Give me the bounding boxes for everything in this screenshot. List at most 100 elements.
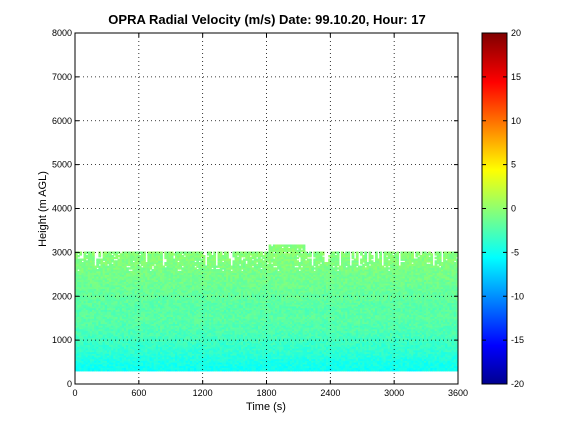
- heatmap-cell: [119, 323, 123, 326]
- heatmap-cell: [89, 263, 93, 267]
- heatmap-cell: [168, 365, 172, 368]
- heatmap-cell: [130, 274, 134, 277]
- heatmap-cell: [119, 265, 123, 268]
- heatmap-cell: [160, 277, 163, 281]
- heatmap-cell: [160, 260, 163, 263]
- heatmap-cell: [196, 258, 200, 261]
- heatmap-cell: [106, 276, 110, 279]
- heatmap-cell: [194, 255, 197, 258]
- heatmap-cell: [102, 270, 106, 274]
- heatmap-cell: [85, 369, 89, 372]
- heatmap-cell: [194, 281, 197, 284]
- heatmap-cell: [168, 298, 172, 302]
- heatmap-cell: [155, 326, 159, 330]
- heatmap-cell: [132, 270, 136, 274]
- heatmap-cell: [177, 351, 180, 354]
- heatmap-cell: [143, 362, 146, 365]
- heatmap-cell: [89, 346, 93, 349]
- heatmap-cell: [151, 318, 155, 321]
- heatmap-cell: [117, 348, 121, 351]
- heatmap-cell: [162, 337, 165, 340]
- heatmap-cell: [134, 333, 138, 337]
- heatmap-cell: [100, 262, 104, 265]
- heatmap-cell: [140, 330, 144, 333]
- heatmap-cell: [85, 325, 89, 328]
- heatmap-cell: [164, 283, 168, 286]
- heatmap-cell: [189, 288, 193, 291]
- heatmap-cell: [92, 360, 95, 363]
- heatmap-cell: [104, 341, 108, 344]
- heatmap-cell: [183, 284, 187, 288]
- heatmap-cell: [153, 319, 157, 323]
- heatmap-cell: [128, 305, 131, 309]
- heatmap-cell: [119, 311, 123, 314]
- heatmap-cell: [189, 332, 193, 335]
- heatmap-cell: [92, 351, 95, 354]
- heatmap-cell: [121, 305, 125, 309]
- heatmap-cell: [198, 351, 202, 354]
- heatmap-cell: [87, 323, 91, 326]
- heatmap-cell: [168, 312, 172, 316]
- heatmap-cell: [153, 353, 157, 356]
- heatmap-cell: [153, 335, 157, 339]
- heatmap-cell: [145, 360, 148, 363]
- heatmap-cell: [92, 349, 95, 353]
- heatmap-cell: [104, 276, 108, 279]
- heatmap-cell: [168, 281, 172, 284]
- heatmap-cell: [102, 362, 106, 365]
- heatmap-cell: [81, 360, 85, 363]
- heatmap-cell: [94, 358, 97, 361]
- heatmap-cell: [128, 318, 131, 321]
- heatmap-cell: [192, 369, 195, 372]
- heatmap-cell: [123, 263, 127, 267]
- heatmap-cell: [181, 304, 185, 307]
- heatmap-cell: [149, 281, 153, 284]
- heatmap-cell: [85, 356, 89, 360]
- heatmap-cell: [117, 358, 121, 361]
- heatmap-cell: [77, 319, 80, 323]
- heatmap-cell: [153, 333, 157, 337]
- heatmap-cell: [130, 255, 134, 258]
- heatmap-cell: [119, 276, 123, 279]
- heatmap-cell: [102, 253, 106, 256]
- heatmap-cell: [143, 295, 146, 298]
- heatmap-cell: [79, 325, 82, 328]
- heatmap-cell: [119, 302, 123, 305]
- heatmap-cell: [128, 290, 131, 293]
- heatmap-cell: [153, 297, 157, 300]
- heatmap-cell: [100, 284, 104, 288]
- heatmap-cell: [126, 270, 129, 274]
- heatmap-cell: [185, 305, 189, 309]
- heatmap-cell: [104, 356, 108, 360]
- heatmap-cell: [117, 304, 121, 307]
- heatmap-cell: [96, 351, 100, 354]
- heatmap-cell: [132, 286, 136, 289]
- heatmap-cell: [136, 344, 140, 347]
- heatmap-cell: [160, 253, 163, 256]
- heatmap-cell: [179, 267, 182, 270]
- heatmap-cell: [160, 326, 163, 330]
- heatmap-cell: [172, 365, 176, 368]
- heatmap-cell: [179, 260, 182, 263]
- heatmap-cell: [147, 256, 151, 260]
- heatmap-cell: [179, 332, 182, 335]
- heatmap-cell: [164, 267, 168, 270]
- heatmap-cell: [75, 309, 78, 312]
- heatmap-cell: [77, 293, 80, 296]
- heatmap-cell: [181, 307, 185, 311]
- heatmap-cell: [175, 355, 178, 358]
- heatmap-cell: [92, 362, 95, 365]
- heatmap-cell: [185, 367, 189, 370]
- heatmap-cell: [123, 355, 127, 358]
- heatmap-cell: [109, 342, 112, 346]
- heatmap-cell: [128, 314, 131, 318]
- heatmap-cell: [117, 337, 121, 340]
- heatmap-cell: [132, 328, 136, 332]
- heatmap-cell: [119, 356, 123, 360]
- heatmap-cell: [189, 298, 193, 302]
- heatmap-cell: [123, 365, 127, 368]
- heatmap-cell: [128, 270, 131, 274]
- heatmap-cell: [172, 265, 176, 268]
- heatmap-cell: [149, 298, 153, 302]
- heatmap-cell: [115, 326, 119, 330]
